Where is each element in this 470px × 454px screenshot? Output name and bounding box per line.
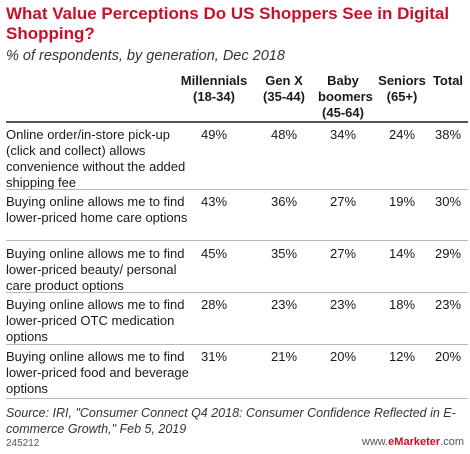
row-label: Online order/in-store pick-up (click and…	[6, 127, 186, 190]
row-divider	[6, 344, 468, 345]
table-cell: 23%	[434, 297, 462, 312]
table-cell: 18%	[388, 297, 416, 312]
table-cell: 20%	[434, 349, 462, 364]
brand-logo: www.eMarketer.com	[362, 436, 464, 448]
table-cell: 43%	[200, 194, 228, 209]
table-cell: 31%	[200, 349, 228, 364]
table-cell: 27%	[329, 246, 357, 261]
table-cell: 20%	[329, 349, 357, 364]
source-note: Source: IRI, "Consumer Connect Q4 2018: …	[6, 406, 456, 436]
brand-name: eMarketer	[388, 436, 441, 448]
table-cell: 19%	[388, 194, 416, 209]
table-cell: 29%	[434, 246, 462, 261]
table-cell: 23%	[329, 297, 357, 312]
row-divider	[6, 240, 468, 241]
table-cell: 21%	[270, 349, 298, 364]
chart-code: 245212	[6, 438, 40, 449]
row-label: Buying online allows me to find lower-pr…	[6, 194, 188, 225]
row-label: Buying online allows me to find lower-pr…	[6, 349, 189, 396]
column-header-name: Baby boomers	[318, 73, 373, 104]
brand-suffix: .com	[440, 436, 464, 448]
row-label: Buying online allows me to find lower-pr…	[6, 297, 185, 344]
column-header-baby-boomers: Baby boomers (45-64)	[311, 73, 375, 121]
table-cell: 48%	[270, 127, 298, 142]
table-cell: 23%	[270, 297, 298, 312]
table-cell: 49%	[200, 127, 228, 142]
table-cell: 45%	[200, 246, 228, 261]
chart-subtitle: % of respondents, by generation, Dec 201…	[6, 48, 285, 64]
column-header-seniors: Seniors (65+)	[372, 73, 432, 105]
table-cell: 30%	[434, 194, 462, 209]
table-cell: 14%	[388, 246, 416, 261]
table-cell: 24%	[388, 127, 416, 142]
chart-title: What Value Perceptions Do US Shoppers Se…	[6, 4, 450, 43]
table-cell: 12%	[388, 349, 416, 364]
column-header-name: Millennials	[180, 73, 248, 88]
row-divider	[6, 398, 468, 399]
row-divider	[6, 292, 468, 293]
column-header-millennials: Millennials (18-34)	[173, 73, 255, 105]
brand-prefix: www.	[361, 436, 389, 448]
table-cell: 28%	[200, 297, 228, 312]
column-header-range: (18-34)	[193, 89, 235, 104]
table-cell: 36%	[270, 194, 298, 209]
table-cell: 27%	[329, 194, 357, 209]
column-header-range: (65+)	[386, 89, 418, 104]
column-header-range: (45-64)	[322, 105, 364, 120]
column-header-total: Total	[428, 73, 468, 89]
column-header-name: Total	[432, 73, 464, 88]
table-cell: 34%	[329, 127, 357, 142]
header-rule	[6, 121, 468, 123]
column-header-name: Seniors	[378, 73, 426, 88]
column-header-range: (35-44)	[263, 89, 305, 104]
table-cell: 35%	[270, 246, 298, 261]
row-label: Buying online allows me to find lower-pr…	[6, 246, 185, 293]
column-header-name: Gen X	[265, 73, 303, 88]
row-divider	[6, 189, 468, 190]
column-header-gen-x: Gen X (35-44)	[255, 73, 313, 105]
table-cell: 38%	[434, 127, 462, 142]
